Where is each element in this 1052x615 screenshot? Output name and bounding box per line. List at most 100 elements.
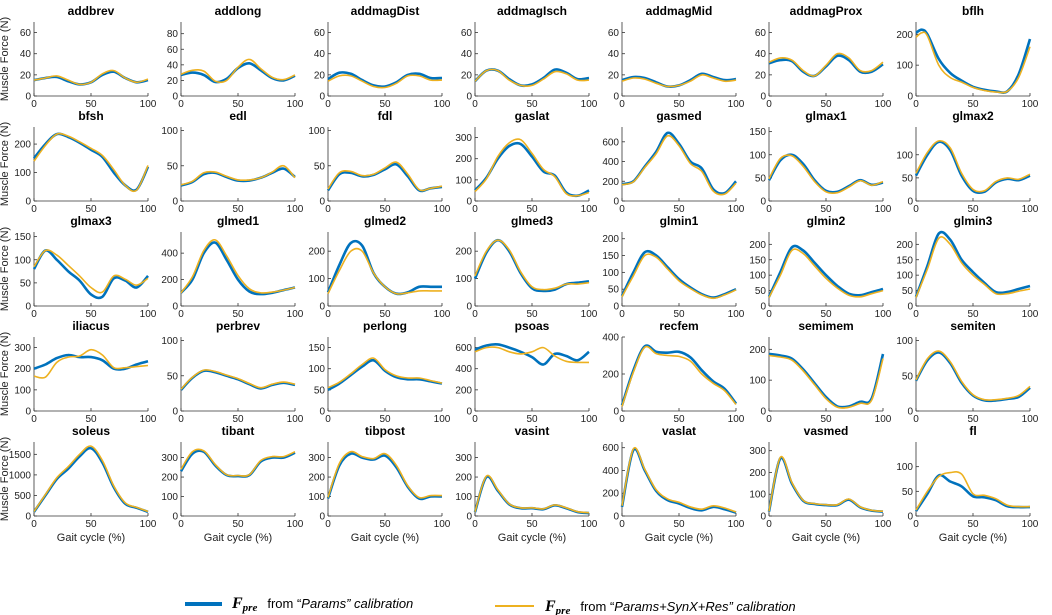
legend-entry-params: Fpre from “Params” calibration — [231, 595, 413, 614]
y-tick-label: 100 — [308, 492, 325, 503]
x-tick-label: 0 — [766, 519, 772, 530]
x-tick-label: 50 — [379, 519, 391, 530]
panel-title: gaslat — [515, 109, 550, 123]
series-line-synx — [180, 369, 296, 390]
y-tick-label: 0 — [613, 197, 619, 208]
y-tick-label: 40 — [608, 49, 620, 60]
y-tick-label: 600 — [602, 443, 619, 454]
panel-title: semimem — [798, 319, 853, 333]
series-line-params — [326, 452, 443, 501]
panel-title: semiten — [950, 319, 995, 333]
y-tick-label: 100 — [308, 126, 325, 137]
y-tick-label: 1000 — [9, 470, 32, 481]
series-line-synx — [915, 350, 1031, 401]
x-tick-label: 50 — [526, 309, 538, 320]
panel-fl: fl 0 50 100 0 50 100 Gait cycle (%) — [896, 424, 1038, 544]
panel-title: addmagMid — [646, 4, 713, 18]
y-tick-label: 200 — [602, 234, 619, 245]
x-tick-label: 100 — [728, 99, 745, 110]
series-line-params — [767, 244, 884, 298]
x-tick-label: 50 — [379, 309, 391, 320]
series-line-params — [914, 140, 1031, 195]
y-tick-label: 100 — [749, 376, 766, 387]
panel-title: recfem — [659, 319, 698, 333]
y-tick-label: 60 — [755, 28, 767, 39]
x-axis-label: Gait cycle (%) — [498, 532, 566, 544]
panel-addmagIsch: addmagIsch 0 20 40 60 0 50 100 — [461, 4, 598, 110]
panel-title: addmagIsch — [497, 4, 567, 18]
y-tick-label: 0 — [907, 302, 913, 313]
x-tick-label: 50 — [232, 309, 244, 320]
x-tick-label: 100 — [875, 414, 892, 425]
series-line-synx — [327, 74, 443, 89]
panel-title: edl — [229, 109, 246, 123]
x-tick-label: 50 — [232, 204, 244, 215]
series-line-synx — [768, 52, 884, 77]
series-line-synx — [474, 346, 590, 364]
x-tick-label: 100 — [875, 519, 892, 530]
panel-title: perbrev — [216, 319, 260, 333]
x-tick-label: 50 — [967, 204, 979, 215]
x-tick-label: 50 — [967, 519, 979, 530]
x-tick-label: 50 — [379, 414, 391, 425]
x-tick-label: 0 — [766, 309, 772, 320]
y-tick-label: 0 — [760, 407, 766, 418]
y-tick-label: 20 — [608, 70, 620, 81]
x-tick-label: 50 — [673, 99, 685, 110]
x-tick-label: 50 — [967, 99, 979, 110]
x-tick-label: 0 — [325, 519, 331, 530]
y-tick-label: 100 — [14, 168, 31, 179]
series-line-synx — [327, 450, 443, 499]
y-tick-label: 400 — [602, 157, 619, 168]
y-tick-label: 1500 — [9, 450, 32, 461]
y-tick-label: 200 — [749, 345, 766, 356]
panel-perlong: perlong 0 50 100 150 0 50 100 — [308, 319, 450, 425]
y-tick-label: 0 — [319, 302, 325, 313]
x-tick-label: 50 — [379, 204, 391, 215]
y-tick-label: 60 — [167, 45, 179, 56]
y-tick-label: 50 — [20, 278, 32, 289]
y-tick-label: 50 — [167, 161, 179, 172]
x-tick-label: 50 — [526, 99, 538, 110]
y-tick-label: 400 — [455, 364, 472, 375]
y-tick-label: 100 — [161, 492, 178, 503]
panel-recfem: recfem 0 200 400 0 50 100 — [602, 319, 744, 425]
y-tick-label: 600 — [455, 343, 472, 354]
series-line-params — [327, 358, 443, 392]
series-line-params — [914, 230, 1031, 298]
y-tick-label: 0 — [25, 512, 31, 523]
x-tick-label: 0 — [913, 204, 919, 215]
x-tick-label: 50 — [820, 309, 832, 320]
x-tick-label: 100 — [140, 414, 157, 425]
x-tick-label: 50 — [232, 519, 244, 530]
y-tick-label: 100 — [602, 268, 619, 279]
x-tick-label: 0 — [325, 204, 331, 215]
x-tick-label: 50 — [85, 99, 97, 110]
y-axis-label: Muscle Force (N) — [0, 17, 11, 101]
legend-prefix-params: from “ — [267, 596, 301, 611]
y-tick-label: 100 — [749, 150, 766, 161]
panel-title: psoas — [515, 319, 550, 333]
panel-title: glmed3 — [511, 214, 553, 228]
y-tick-label: 200 — [455, 473, 472, 484]
x-tick-label: 50 — [526, 414, 538, 425]
x-tick-label: 0 — [31, 309, 37, 320]
x-tick-label: 100 — [287, 99, 304, 110]
series-line-params — [327, 71, 443, 88]
panel-title: bfsh — [78, 109, 103, 123]
y-tick-label: 0 — [319, 407, 325, 418]
legend-subscript-synx: pre — [555, 605, 571, 615]
panel-tibant: tibant 0 100 200 300 0 50 100 Gait cycle (%) — [161, 424, 303, 544]
x-tick-label: 50 — [967, 309, 979, 320]
panel-title: glmin1 — [660, 214, 699, 228]
y-tick-label: 40 — [314, 49, 326, 60]
x-tick-label: 0 — [31, 519, 37, 530]
legend-suffix-params: ” calibration — [346, 596, 413, 611]
y-tick-label: 300 — [308, 453, 325, 464]
x-tick-label: 0 — [31, 204, 37, 215]
series-line-synx — [33, 249, 149, 294]
y-tick-label: 40 — [167, 60, 179, 71]
panel-title: vaslat — [662, 424, 696, 438]
legend-symbol-synx: F — [544, 598, 556, 615]
